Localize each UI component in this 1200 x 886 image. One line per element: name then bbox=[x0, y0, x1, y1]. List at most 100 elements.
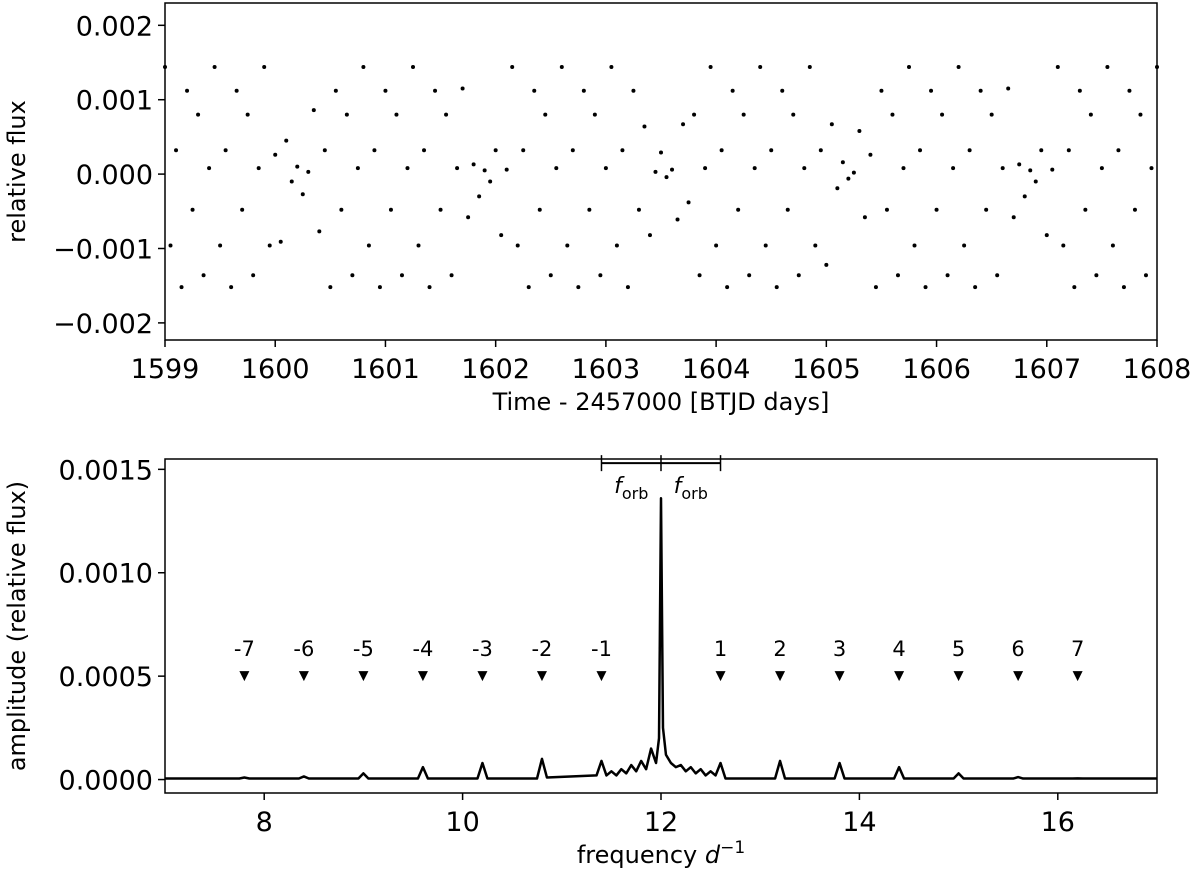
x-tick-label: 8 bbox=[256, 807, 273, 838]
data-point bbox=[736, 207, 741, 212]
data-point bbox=[708, 64, 713, 69]
marker-label: -3 bbox=[472, 637, 493, 661]
data-point bbox=[1116, 148, 1121, 153]
data-point bbox=[289, 179, 294, 184]
data-point bbox=[681, 122, 686, 127]
data-point bbox=[581, 88, 586, 93]
data-point bbox=[1099, 166, 1104, 171]
data-point bbox=[769, 148, 774, 153]
data-point bbox=[455, 166, 460, 171]
data-point bbox=[973, 285, 978, 290]
y-tick-label: 0.0010 bbox=[59, 559, 153, 590]
data-point bbox=[1044, 233, 1049, 238]
data-point bbox=[636, 207, 641, 212]
data-point bbox=[1033, 179, 1038, 184]
data-point bbox=[846, 176, 851, 181]
data-point bbox=[240, 207, 245, 212]
data-point bbox=[840, 160, 845, 165]
data-point bbox=[339, 207, 344, 212]
data-point bbox=[802, 166, 807, 171]
y-axis-label: amplitude (relative flux) bbox=[3, 481, 31, 771]
data-point bbox=[714, 243, 719, 248]
bracket-label: forb bbox=[614, 474, 648, 503]
y-tick-label: 0.000 bbox=[76, 160, 153, 191]
data-point bbox=[1017, 162, 1022, 167]
data-point bbox=[614, 243, 619, 248]
data-point bbox=[647, 233, 652, 238]
data-point bbox=[1132, 207, 1137, 212]
data-point bbox=[818, 148, 823, 153]
y-tick-label: −0.002 bbox=[53, 309, 153, 340]
data-point bbox=[603, 166, 608, 171]
marker-triangle bbox=[477, 671, 488, 682]
data-point bbox=[945, 273, 950, 278]
data-point bbox=[438, 207, 443, 212]
data-point bbox=[201, 273, 206, 278]
data-point bbox=[444, 112, 449, 117]
data-point bbox=[1143, 273, 1148, 278]
data-point bbox=[499, 233, 504, 238]
bracket-label: forb bbox=[674, 474, 708, 503]
y-tick-label: 0.001 bbox=[76, 86, 153, 117]
data-point bbox=[460, 86, 465, 91]
bracket-label-symbol: f bbox=[674, 474, 685, 499]
data-point bbox=[559, 64, 564, 69]
data-point bbox=[570, 148, 575, 153]
data-point bbox=[851, 170, 856, 175]
data-point bbox=[488, 179, 493, 184]
marker-label: -4 bbox=[412, 637, 433, 661]
data-point bbox=[653, 169, 658, 174]
data-point bbox=[322, 148, 327, 153]
data-point bbox=[521, 148, 526, 153]
x-axis-label-exponent: −1 bbox=[720, 838, 745, 858]
data-point bbox=[703, 166, 708, 171]
data-point bbox=[692, 112, 697, 117]
x-tick-label: 10 bbox=[445, 807, 479, 838]
data-point bbox=[278, 239, 283, 244]
data-point bbox=[879, 88, 884, 93]
x-tick-label: 1608 bbox=[1123, 354, 1192, 385]
data-point bbox=[1066, 148, 1071, 153]
data-point bbox=[796, 273, 801, 278]
data-point bbox=[366, 243, 371, 248]
data-point bbox=[1072, 285, 1077, 290]
data-point bbox=[515, 243, 520, 248]
bracket-label-symbol: f bbox=[614, 474, 625, 499]
data-point bbox=[212, 64, 217, 69]
marker-triangle bbox=[894, 671, 905, 682]
data-point bbox=[196, 112, 201, 117]
marker-label: 6 bbox=[1011, 637, 1024, 661]
data-point bbox=[1121, 285, 1126, 290]
data-point bbox=[659, 150, 663, 155]
data-point bbox=[807, 64, 812, 69]
data-point bbox=[995, 273, 1000, 278]
marker-label: 3 bbox=[833, 637, 846, 661]
data-point bbox=[912, 243, 917, 248]
data-point bbox=[1094, 273, 1099, 278]
data-point bbox=[741, 112, 746, 117]
data-point bbox=[670, 167, 675, 172]
data-point bbox=[1083, 207, 1088, 212]
data-point bbox=[890, 112, 895, 117]
data-point bbox=[901, 166, 906, 171]
x-tick-label: 1602 bbox=[461, 354, 530, 385]
data-point bbox=[967, 148, 972, 153]
data-point bbox=[752, 166, 757, 171]
data-point bbox=[267, 243, 272, 248]
data-point bbox=[962, 243, 967, 248]
data-point bbox=[835, 186, 840, 191]
marker-label: 1 bbox=[714, 637, 727, 661]
axes-frame bbox=[164, 2, 1158, 341]
data-point bbox=[554, 166, 559, 171]
data-point bbox=[295, 164, 300, 169]
data-point bbox=[306, 169, 311, 174]
x-tick-label: 1600 bbox=[241, 354, 310, 385]
data-point bbox=[1105, 64, 1110, 69]
x-axis-label: Time - 2457000 [BTJD days] bbox=[492, 388, 830, 416]
x-tick-label: 1606 bbox=[902, 354, 971, 385]
data-point bbox=[223, 148, 228, 153]
y-tick-label: 0.0015 bbox=[59, 455, 153, 486]
data-point bbox=[333, 88, 338, 93]
data-point bbox=[234, 88, 239, 93]
data-point bbox=[620, 148, 625, 153]
